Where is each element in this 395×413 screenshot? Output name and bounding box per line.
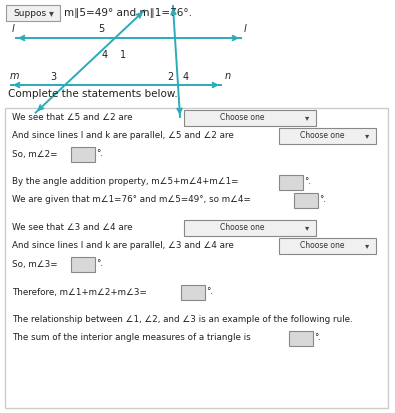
Text: We see that ∠3 and ∠4 are: We see that ∠3 and ∠4 are [12,223,132,233]
Text: °.: °. [96,150,103,159]
Text: We are given that m∠1=76° and m∠5=49°, so m∠4=: We are given that m∠1=76° and m∠5=49°, s… [12,195,251,204]
Text: m: m [10,71,19,81]
Text: Complete the statements below.: Complete the statements below. [8,89,178,99]
Text: °.: °. [96,259,103,268]
Text: So, m∠3=: So, m∠3= [12,259,58,268]
FancyBboxPatch shape [5,108,388,408]
Text: ▾: ▾ [305,114,309,123]
Text: And since lines l and k are parallel, ∠5 and ∠2 are: And since lines l and k are parallel, ∠5… [12,131,234,140]
Text: We see that ∠5 and ∠2 are: We see that ∠5 and ∠2 are [12,114,132,123]
Text: 4: 4 [183,72,189,82]
FancyBboxPatch shape [71,147,95,161]
Text: 4: 4 [102,50,108,60]
Text: °.: °. [319,195,326,204]
FancyBboxPatch shape [6,5,60,21]
Text: l: l [12,24,15,34]
Text: 1: 1 [120,50,126,60]
Text: 2: 2 [167,72,173,82]
Text: So, m∠2=: So, m∠2= [12,150,58,159]
FancyBboxPatch shape [289,330,313,346]
Text: Choose one: Choose one [220,223,264,233]
Text: And since lines l and k are parallel, ∠3 and ∠4 are: And since lines l and k are parallel, ∠3… [12,242,234,251]
FancyBboxPatch shape [279,175,303,190]
Text: Therefore, m∠1+m∠2+m∠3=: Therefore, m∠1+m∠2+m∠3= [12,287,147,297]
Text: ▾: ▾ [365,131,369,140]
Text: ▾: ▾ [49,8,53,18]
FancyBboxPatch shape [184,220,316,236]
Text: 3: 3 [50,72,56,82]
Text: Choose one: Choose one [299,131,344,140]
Text: ▾: ▾ [365,242,369,251]
Text: ▾: ▾ [305,223,309,233]
Text: °.: °. [314,334,321,342]
Text: The sum of the interior angle measures of a triangle is: The sum of the interior angle measures o… [12,334,251,342]
Text: °.: °. [304,178,311,187]
Text: m∥5=49° and m∥1=76°.: m∥5=49° and m∥1=76°. [64,8,192,18]
FancyBboxPatch shape [294,192,318,207]
FancyBboxPatch shape [184,110,316,126]
Text: By the angle addition property, m∠5+m∠4+m∠1=: By the angle addition property, m∠5+m∠4+… [12,178,239,187]
Text: °.: °. [206,287,213,297]
Text: Choose one: Choose one [299,242,344,251]
Text: n: n [225,71,231,81]
FancyBboxPatch shape [279,128,376,144]
Text: Suppos: Suppos [13,9,47,17]
FancyBboxPatch shape [279,238,376,254]
FancyBboxPatch shape [71,256,95,271]
Text: The relationship between ∠1, ∠2, and ∠3 is an example of the following rule.: The relationship between ∠1, ∠2, and ∠3 … [12,316,353,325]
Text: Choose one: Choose one [220,114,264,123]
Text: l: l [244,24,247,34]
Text: 5: 5 [98,24,104,34]
FancyBboxPatch shape [181,285,205,299]
